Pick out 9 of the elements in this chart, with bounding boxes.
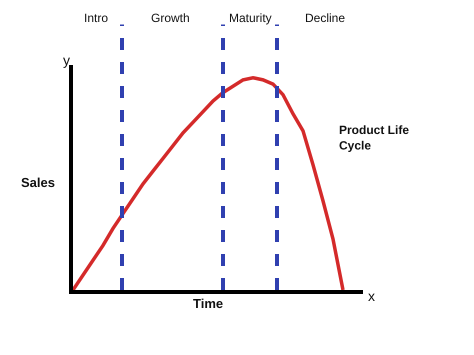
text: Maturity — [229, 11, 272, 25]
text: Growth — [151, 11, 190, 25]
text: x — [368, 288, 375, 304]
text: Intro — [84, 11, 108, 25]
annotation: Product Life Cycle — [339, 123, 410, 153]
y-axis-title: Sales — [21, 175, 55, 190]
text: Decline — [305, 11, 346, 25]
x-axis-title: Time — [193, 296, 224, 311]
text: y — [63, 52, 70, 68]
